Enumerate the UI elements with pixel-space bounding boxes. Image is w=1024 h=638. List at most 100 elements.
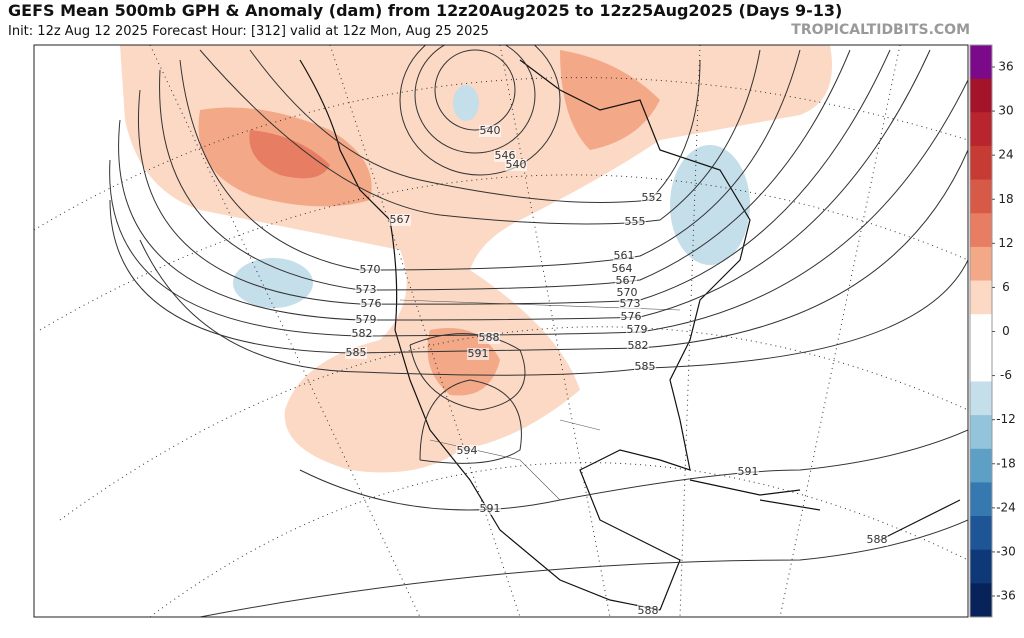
positive-anomaly: [560, 50, 660, 150]
label-halo: [615, 275, 637, 287]
label-halo: [355, 284, 377, 296]
colorbar-cell: [970, 145, 992, 181]
label-halo: [360, 298, 382, 310]
contour-label: 591: [480, 502, 501, 515]
contour-label: 585: [635, 360, 656, 373]
colorbar-cell: [970, 549, 992, 584]
positive-anomaly: [427, 328, 500, 396]
colorbar-tick-label: -24: [996, 500, 1016, 514]
label-halo: [637, 605, 659, 617]
label-halo: [641, 192, 663, 204]
contour-label: 570: [360, 263, 381, 276]
contour-label: 573: [356, 283, 377, 296]
label-halo: [613, 250, 635, 262]
height-contours: [109, 45, 968, 617]
contour-label: 567: [616, 274, 637, 287]
label-halo: [627, 340, 649, 352]
colorbar-tick-label: 18: [998, 192, 1013, 206]
map: 5405465405525555615645675705735765795825…: [33, 44, 969, 618]
colorbar: 36 30 24 18 12 6 0 -6 -12 -18 -24 -30 -36: [969, 44, 1016, 618]
colorbar-cell: [970, 246, 992, 282]
map-frame: [33, 44, 969, 618]
label-halo: [355, 314, 377, 326]
contour-label: 582: [352, 327, 373, 340]
contour-label: 591: [468, 347, 489, 360]
negative-anomaly: [453, 85, 479, 121]
positive-anomaly: [249, 130, 330, 179]
colorbar-tick-label: 6: [1002, 280, 1010, 294]
colorbar-cell: [970, 347, 992, 382]
contour-label: 594: [457, 444, 478, 457]
title: GEFS Mean 500mb GPH & Anomaly (dam) from…: [8, 1, 842, 20]
label-halo: [478, 332, 500, 344]
graticule: [34, 45, 968, 617]
colorbar-cell: [970, 78, 992, 113]
contour-label: 573: [620, 297, 641, 310]
colorbar-tick-label: 12: [998, 236, 1013, 250]
contour-label: 579: [356, 313, 377, 326]
contour-labels: 5405465405525555615645675705735765795825…: [345, 124, 888, 617]
label-halo: [611, 263, 633, 275]
contour-label: 540: [506, 158, 527, 171]
label-halo: [619, 298, 641, 310]
contour-label: 576: [621, 310, 642, 323]
colorbar-cell: [970, 482, 992, 517]
colorbar-tick-label: 36: [998, 60, 1013, 74]
label-halo: [456, 445, 478, 457]
colorbar-cell: [970, 179, 992, 214]
colorbar-cell: [970, 45, 992, 80]
label-halo: [351, 328, 373, 340]
label-halo: [479, 503, 501, 515]
colorbar-cell: [970, 516, 992, 551]
label-halo: [866, 534, 888, 546]
contour-label: 576: [361, 297, 382, 310]
colorbar-cell: [970, 213, 992, 248]
label-halo: [505, 159, 527, 171]
contour-label: 561: [614, 249, 635, 262]
colorbar-tick-label: 0: [1002, 324, 1010, 338]
colorbar-tick-label: -36: [996, 589, 1016, 603]
colorbar-tick-label: -6: [1000, 368, 1012, 382]
contour-label: 546: [495, 149, 516, 162]
label-halo: [626, 324, 648, 336]
colorbar-tick-label: 24: [998, 148, 1013, 162]
label-halo: [634, 361, 656, 373]
colorbar-cell: [970, 381, 992, 416]
contour-label: 582: [628, 339, 649, 352]
colorbar-cell: [970, 314, 992, 349]
subtitle: Init: 12z Aug 12 2025 Forecast Hour: [31…: [8, 24, 489, 39]
contour-label: 588: [867, 533, 888, 546]
contour-label: 570: [617, 286, 638, 299]
label-halo: [479, 125, 501, 137]
colorbar-cell: [970, 280, 992, 315]
contour-label: 585: [346, 346, 367, 359]
source: TROPICALTIDBITS.COM: [791, 22, 970, 38]
colorbar-tick-label: 30: [998, 104, 1013, 118]
colorbar-cell: [970, 415, 992, 450]
contour-label: 567: [390, 213, 411, 226]
colorbar-tick-label: -18: [996, 456, 1016, 470]
label-halo: [467, 348, 489, 360]
colorbar-tick-label: -12: [996, 412, 1016, 426]
label-halo: [624, 216, 646, 228]
label-halo: [389, 214, 411, 226]
contour-label: 588: [479, 331, 500, 344]
contour-label: 564: [612, 262, 633, 275]
label-halo: [616, 287, 638, 299]
colorbar-tick-label: -30: [996, 544, 1016, 558]
contour-label: 552: [642, 191, 663, 204]
label-halo: [620, 311, 642, 323]
contour-label: 555: [625, 215, 646, 228]
contour-label: 588: [638, 604, 659, 617]
colorbar-cell: [970, 448, 992, 483]
colorbar-cell: [970, 112, 992, 147]
negative-anomaly: [233, 258, 313, 308]
label-halo: [345, 347, 367, 359]
contour-label: 540: [480, 124, 501, 137]
label-halo: [737, 466, 759, 478]
contour-label: 579: [627, 323, 648, 336]
contour-label: 591: [738, 465, 759, 478]
label-halo: [359, 264, 381, 276]
